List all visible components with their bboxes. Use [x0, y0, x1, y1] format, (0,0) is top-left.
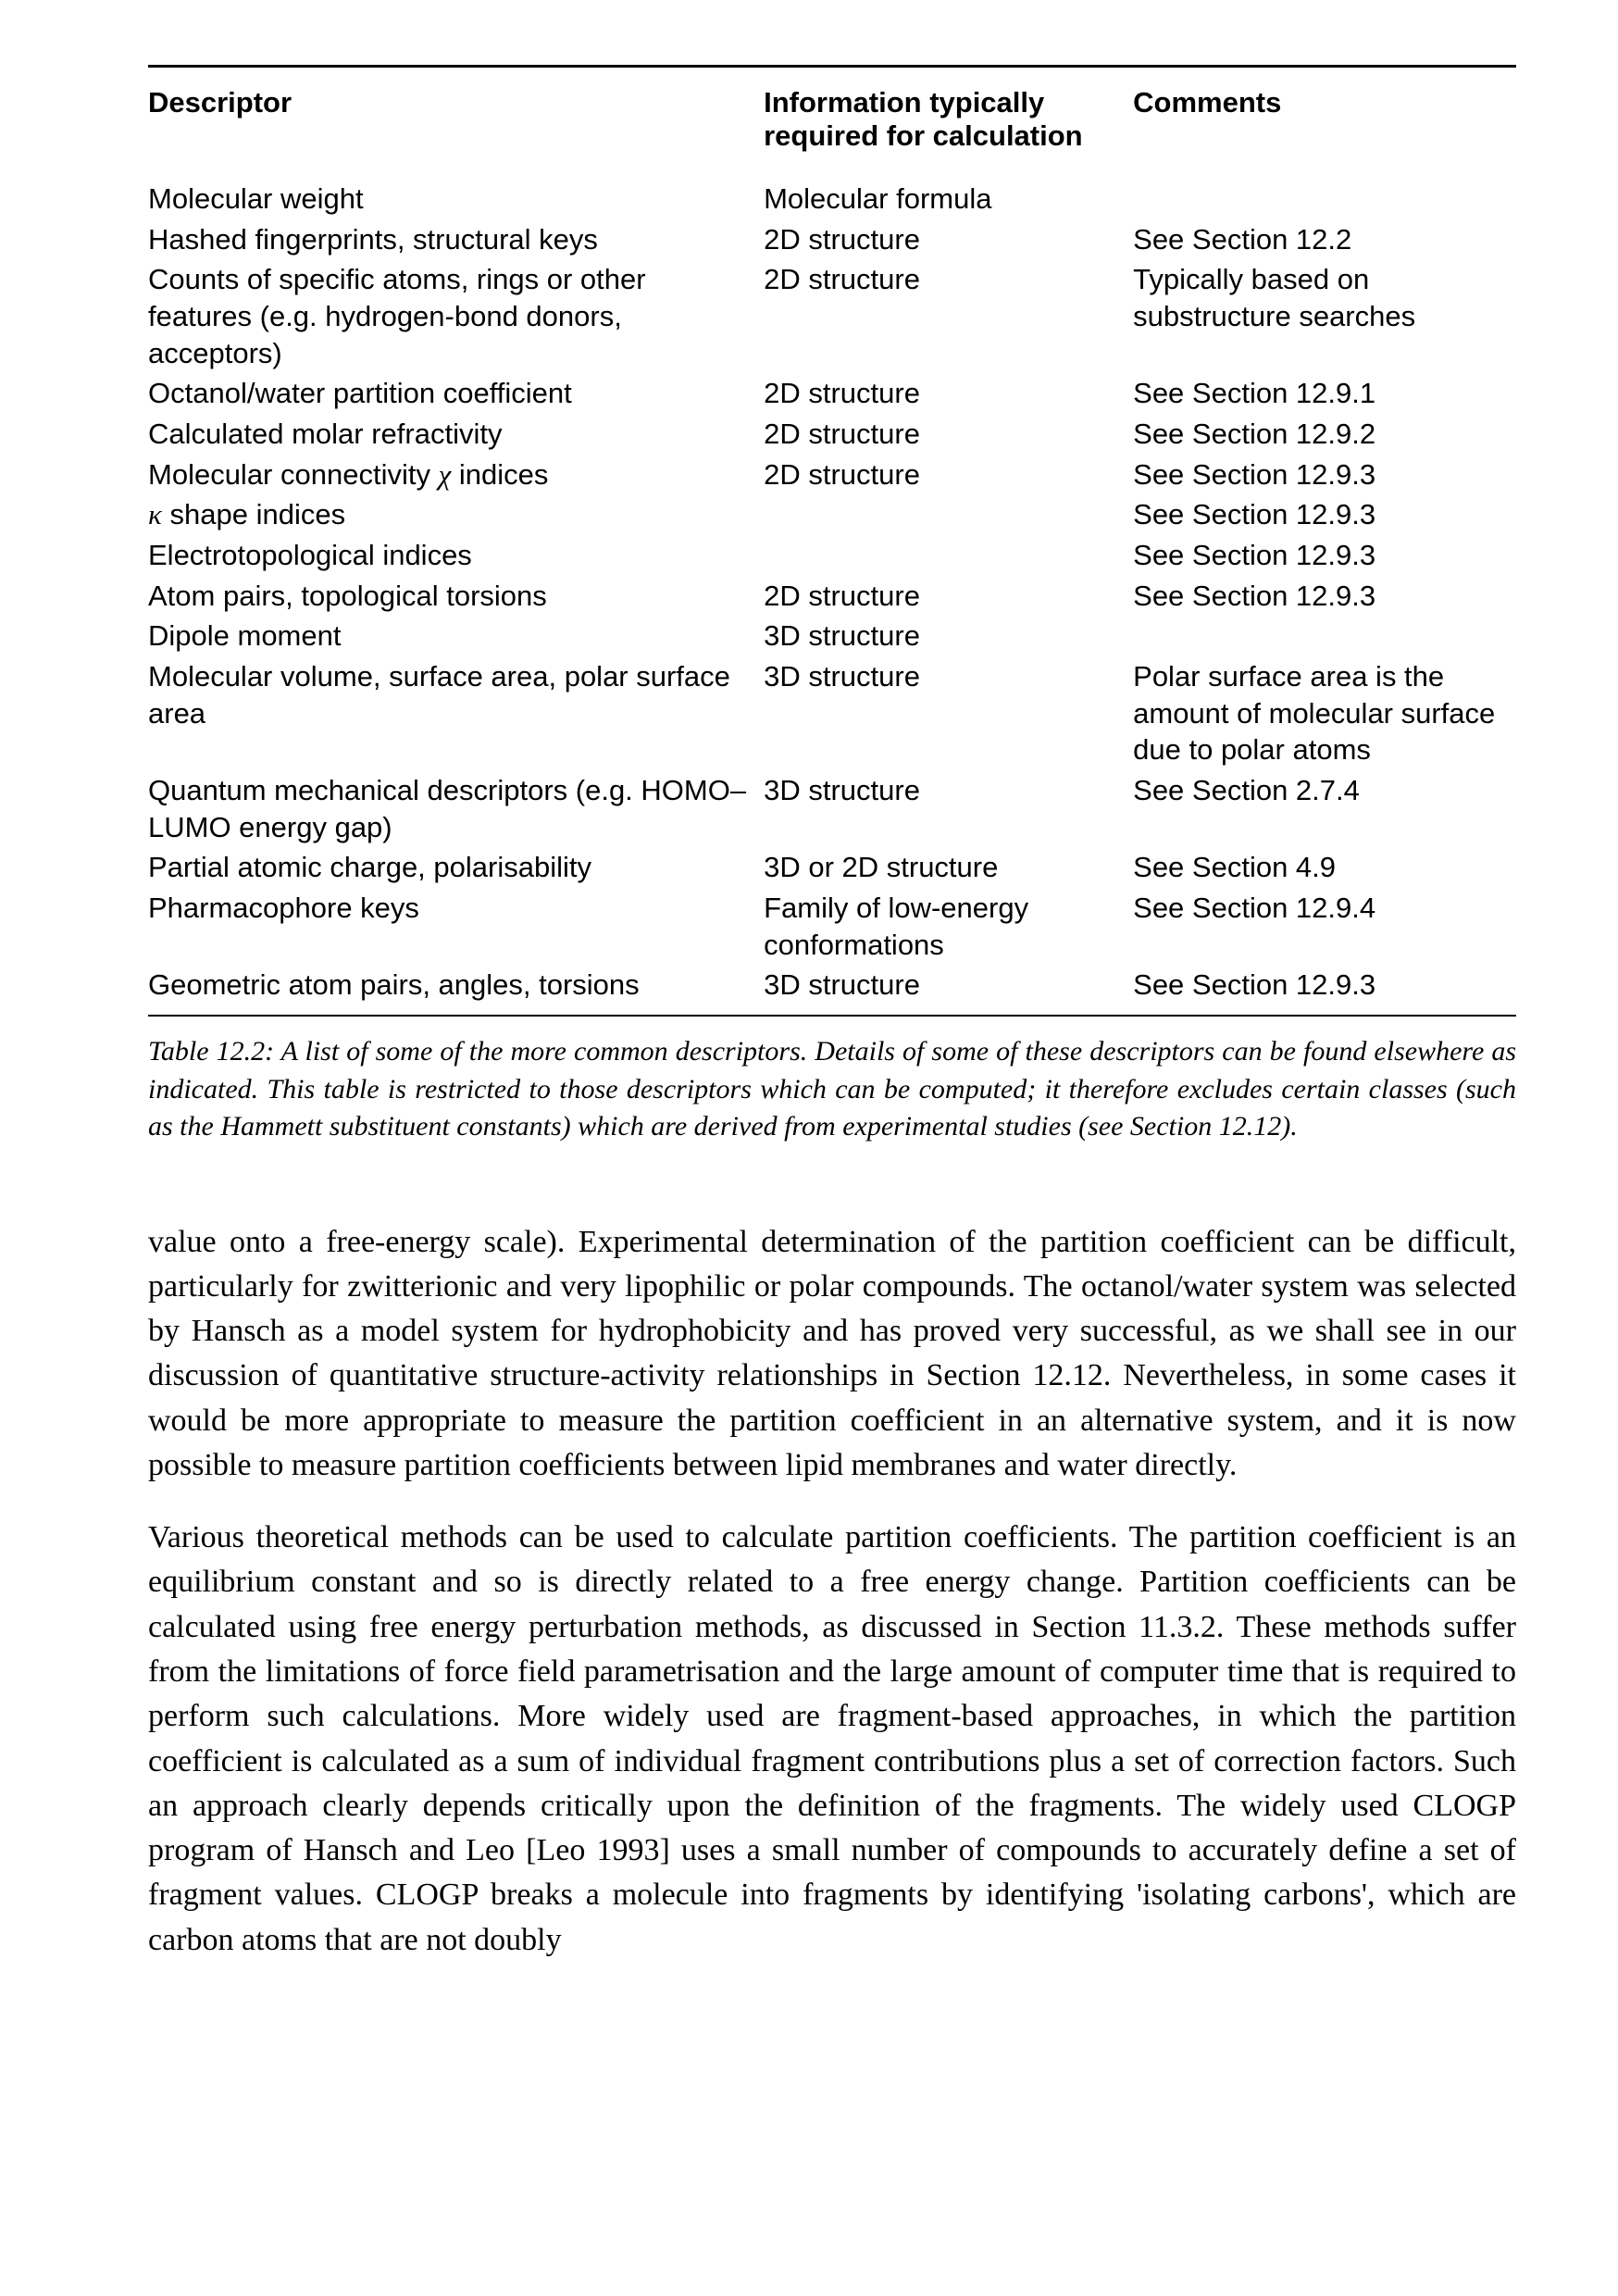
cell-comments: [1133, 179, 1516, 219]
cell-info: 2D structure: [764, 455, 1133, 495]
header-descriptor: Descriptor: [148, 73, 764, 179]
cell-info: [764, 494, 1133, 535]
table-row: Quantum mechanical descriptors (e.g. HOM…: [148, 770, 1516, 847]
cell-comments: See Section 12.9.2: [1133, 414, 1516, 455]
cell-comments: See Section 12.9.3: [1133, 494, 1516, 535]
cell-comments: Typically based on substructure searches: [1133, 259, 1516, 373]
cell-descriptor: Electrotopological indices: [148, 535, 764, 576]
table-row: Molecular connectivity χ indices2D struc…: [148, 455, 1516, 495]
cell-comments: [1133, 616, 1516, 656]
table-row: Octanol/water partition coefficient2D st…: [148, 373, 1516, 414]
cell-descriptor: Pharmacophore keys: [148, 888, 764, 965]
cell-comments: Polar surface area is the amount of mole…: [1133, 656, 1516, 770]
table-row: Partial atomic charge, polarisability3D …: [148, 847, 1516, 888]
cell-comments: See Section 12.9.3: [1133, 965, 1516, 1005]
paragraph-1: value onto a free-energy scale). Experim…: [148, 1220, 1516, 1489]
table-row: Pharmacophore keysFamily of low-energy c…: [148, 888, 1516, 965]
cell-descriptor: Atom pairs, topological torsions: [148, 576, 764, 617]
table-row: κ shape indices See Section 12.9.3: [148, 494, 1516, 535]
header-comments: Comments: [1133, 73, 1516, 179]
cell-descriptor: Counts of specific atoms, rings or other…: [148, 259, 764, 373]
header-info: Information typically required for calcu…: [764, 73, 1133, 179]
table-row: Molecular weightMolecular formula: [148, 179, 1516, 219]
cell-comments: See Section 12.9.3: [1133, 535, 1516, 576]
cell-descriptor: κ shape indices: [148, 494, 764, 535]
table-row: Dipole moment3D structure: [148, 616, 1516, 656]
table-caption: Table 12.2: A list of some of the more c…: [148, 1033, 1516, 1146]
cell-descriptor: Hashed fingerprints, structural keys: [148, 219, 764, 260]
cell-comments: See Section 4.9: [1133, 847, 1516, 888]
cell-info: 2D structure: [764, 219, 1133, 260]
cell-comments: See Section 12.9.3: [1133, 576, 1516, 617]
paragraph-2: Various theoretical methods can be used …: [148, 1516, 1516, 1963]
cell-descriptor: Octanol/water partition coefficient: [148, 373, 764, 414]
cell-info: 3D structure: [764, 770, 1133, 847]
cell-info: 3D structure: [764, 965, 1133, 1005]
cell-info: [764, 535, 1133, 576]
cell-info: Family of low-energy conformations: [764, 888, 1133, 965]
cell-info: Molecular formula: [764, 179, 1133, 219]
cell-info: 3D structure: [764, 656, 1133, 770]
cell-comments: See Section 12.9.3: [1133, 455, 1516, 495]
cell-comments: See Section 2.7.4: [1133, 770, 1516, 847]
table-row: Counts of specific atoms, rings or other…: [148, 259, 1516, 373]
cell-info: 3D or 2D structure: [764, 847, 1133, 888]
table-row: Molecular volume, surface area, polar su…: [148, 656, 1516, 770]
descriptor-table: Descriptor Information typically require…: [148, 73, 1516, 1005]
cell-descriptor: Calculated molar refractivity: [148, 414, 764, 455]
cell-descriptor: Partial atomic charge, polarisability: [148, 847, 764, 888]
cell-descriptor: Dipole moment: [148, 616, 764, 656]
cell-descriptor: Molecular volume, surface area, polar su…: [148, 656, 764, 770]
cell-comments: See Section 12.9.4: [1133, 888, 1516, 965]
cell-info: 3D structure: [764, 616, 1133, 656]
table-row: Electrotopological indices See Section 12…: [148, 535, 1516, 576]
cell-info: 2D structure: [764, 373, 1133, 414]
table-row: Atom pairs, topological torsions2D struc…: [148, 576, 1516, 617]
table-row: Geometric atom pairs, angles, torsions3D…: [148, 965, 1516, 1005]
bottom-rule: [148, 1015, 1516, 1017]
table-header-row: Descriptor Information typically require…: [148, 73, 1516, 179]
cell-info: 2D structure: [764, 259, 1133, 373]
cell-comments: See Section 12.2: [1133, 219, 1516, 260]
cell-descriptor: Quantum mechanical descriptors (e.g. HOM…: [148, 770, 764, 847]
table-row: Calculated molar refractivity2D structur…: [148, 414, 1516, 455]
table-row: Hashed fingerprints, structural keys2D s…: [148, 219, 1516, 260]
cell-descriptor: Molecular connectivity χ indices: [148, 455, 764, 495]
cell-comments: See Section 12.9.1: [1133, 373, 1516, 414]
cell-descriptor: Molecular weight: [148, 179, 764, 219]
top-rule: [148, 65, 1516, 68]
cell-descriptor: Geometric atom pairs, angles, torsions: [148, 965, 764, 1005]
cell-info: 2D structure: [764, 414, 1133, 455]
cell-info: 2D structure: [764, 576, 1133, 617]
